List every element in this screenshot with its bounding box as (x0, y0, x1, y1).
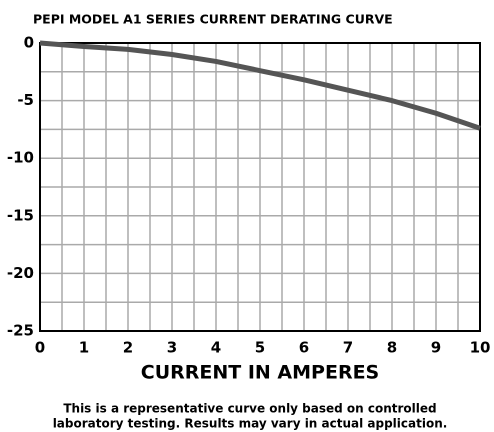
x-tick-label: 10 (470, 339, 491, 357)
y-tick-label: -25 (7, 322, 34, 340)
curve (39, 40, 481, 131)
x-tick-label: 2 (123, 339, 133, 357)
y-tick-label: -15 (7, 206, 34, 224)
x-tick-label: 7 (343, 339, 353, 357)
y-tick-label: -10 (7, 149, 34, 167)
x-tick-label: 8 (387, 339, 397, 357)
y-tick-label: -5 (17, 91, 34, 109)
x-tick-label: 5 (255, 339, 265, 357)
y-tick-label: 0 (24, 34, 34, 52)
x-tick-label: 9 (431, 339, 441, 357)
x-tick-label: 0 (35, 339, 45, 357)
y-tick-label: -20 (7, 264, 34, 282)
x-tick-label: 4 (211, 339, 221, 357)
x-tick-label: 3 (167, 339, 177, 357)
x-tick-label: 1 (79, 339, 89, 357)
note-line: This is a representative curve only base… (63, 402, 436, 416)
plot-frame (39, 42, 481, 332)
x-tick-label: 6 (299, 339, 309, 357)
chart-title: PEPI MODEL A1 SERIES CURRENT DERATING CU… (33, 12, 393, 27)
note-line: laboratory testing. Results may vary in … (53, 417, 448, 431)
x-axis-label: CURRENT IN AMPERES (141, 362, 379, 384)
